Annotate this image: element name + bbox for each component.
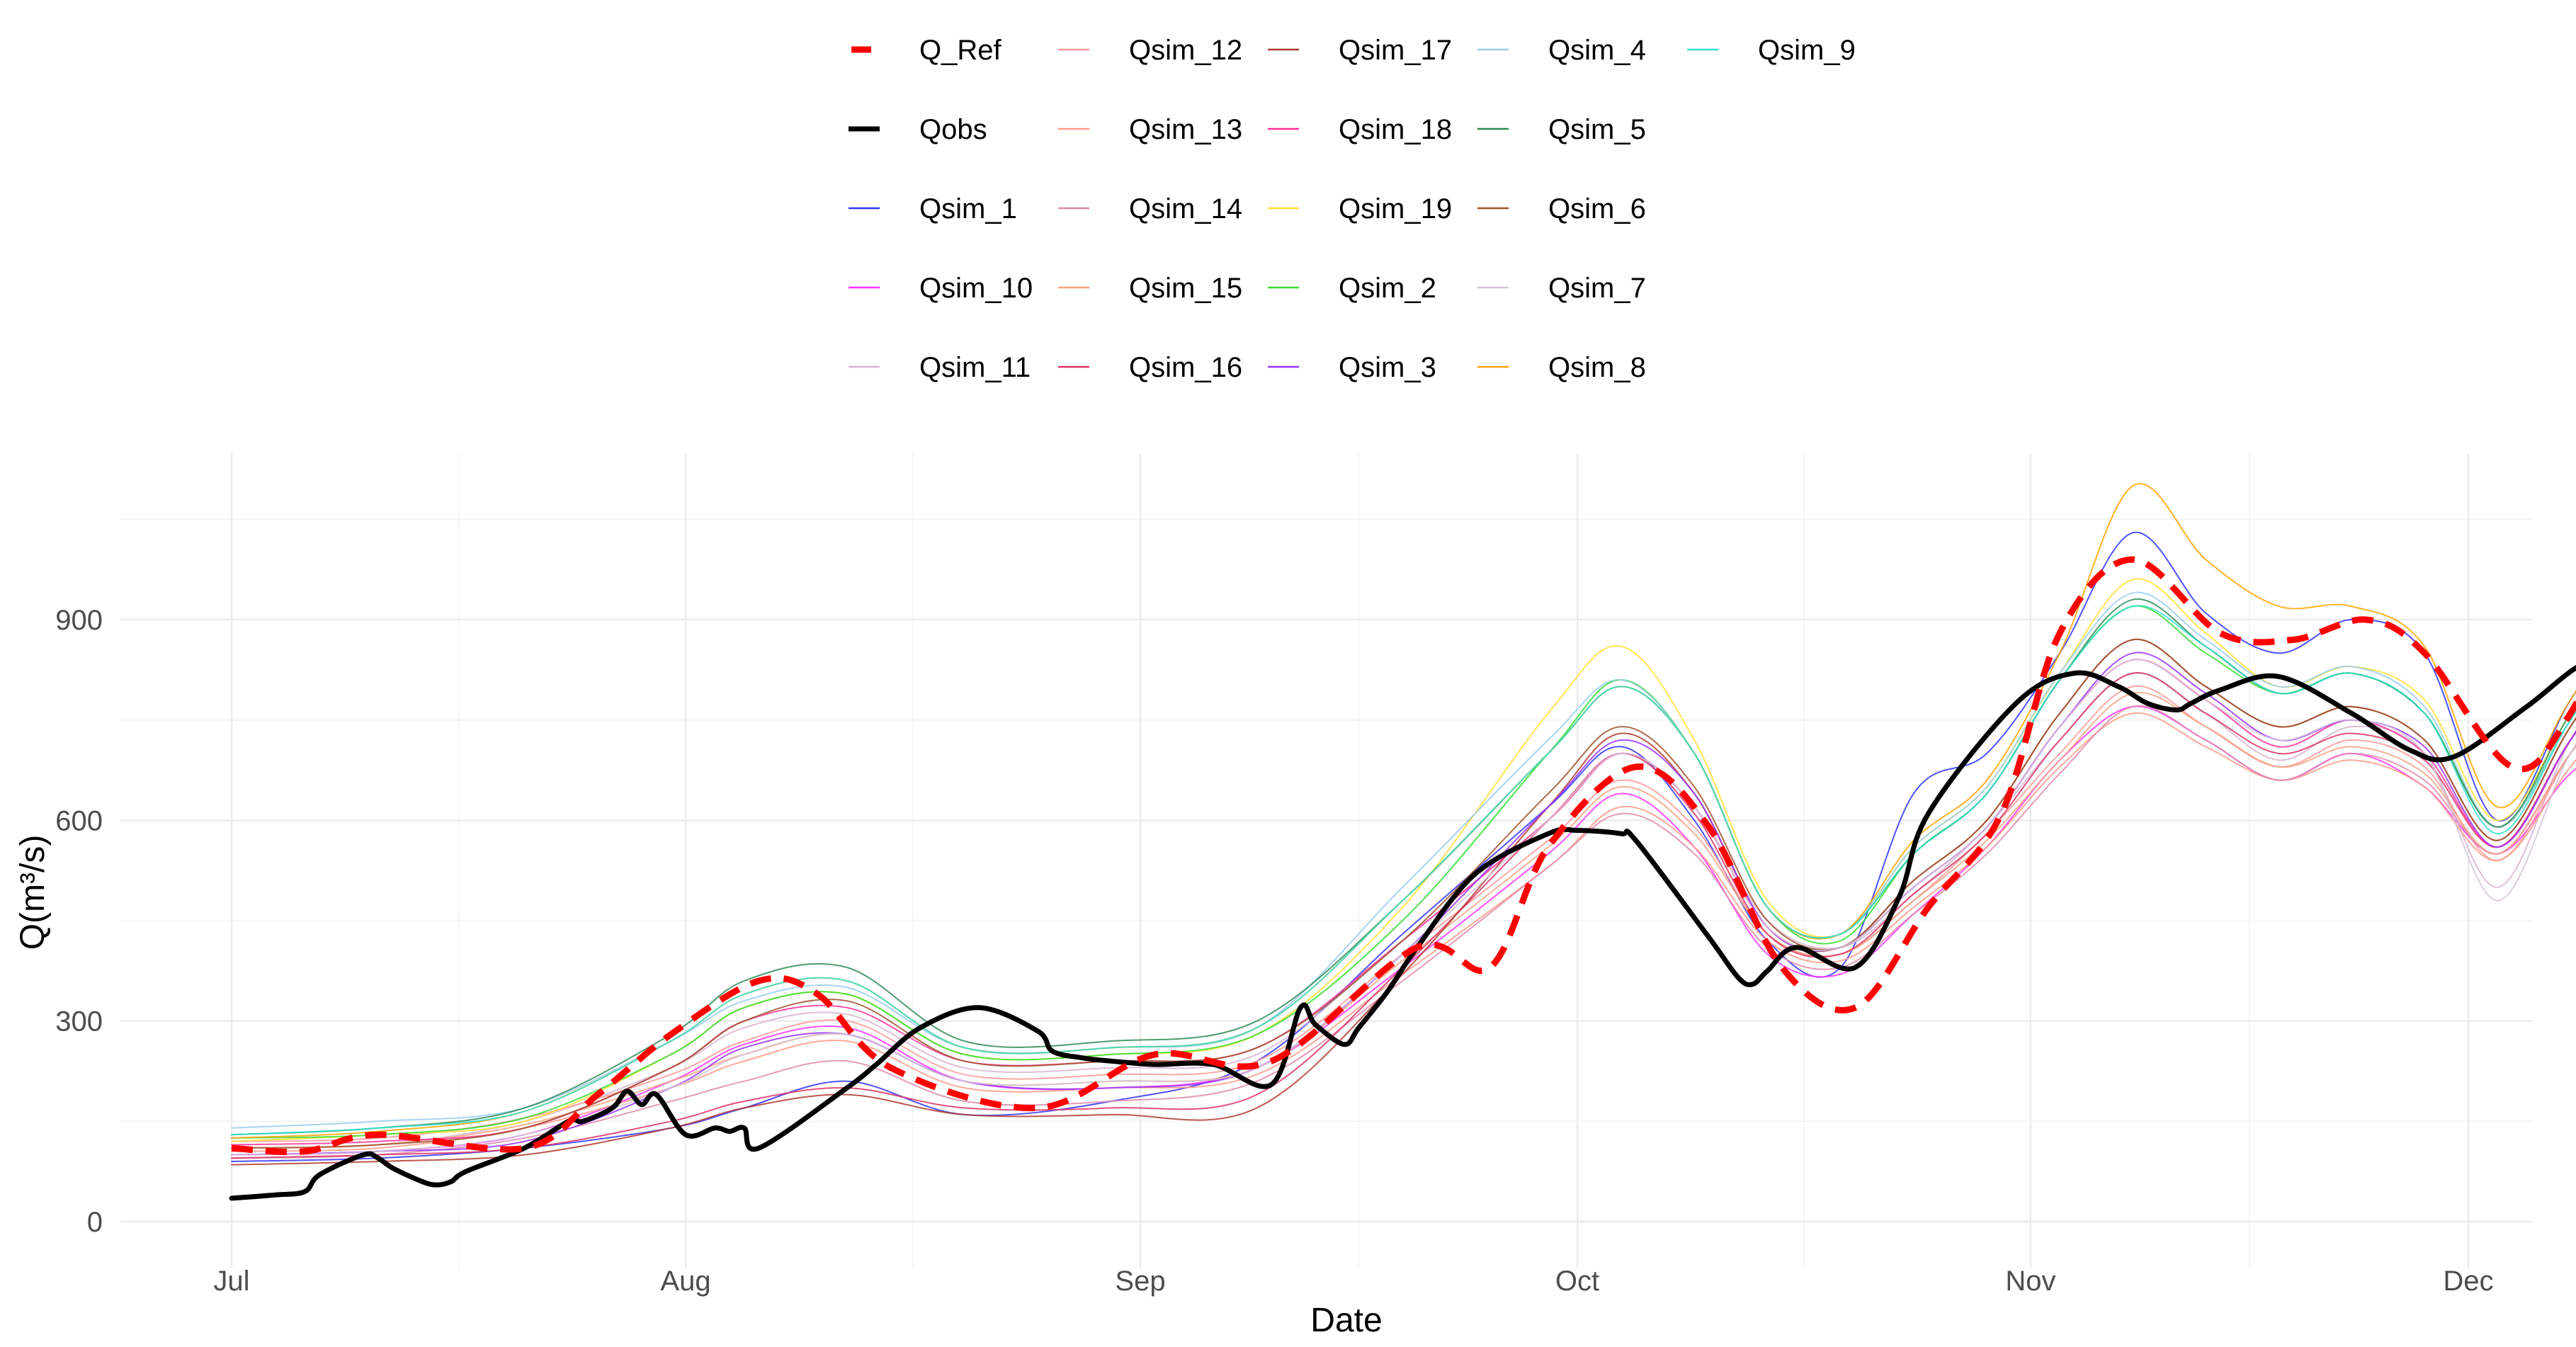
legend-label: Qsim_15 bbox=[1129, 273, 1242, 304]
legend-label: Qsim_16 bbox=[1129, 352, 1242, 383]
legend-label: Qsim_19 bbox=[1339, 193, 1452, 224]
legend-item-qsim-13: Qsim_13 bbox=[1058, 114, 1242, 145]
legend-label: Qsim_6 bbox=[1548, 193, 1646, 224]
legend-item-qsim-8: Qsim_8 bbox=[1477, 352, 1646, 383]
legend-label: Qsim_8 bbox=[1548, 352, 1646, 383]
legend-item-q-ref: Q_Ref bbox=[851, 35, 1002, 66]
legend-label: Qsim_10 bbox=[919, 273, 1033, 304]
legend-label: Qobs bbox=[919, 114, 987, 145]
series-line-qsim-6 bbox=[231, 638, 2576, 1149]
x-tick-label: Dec bbox=[2443, 1266, 2493, 1297]
legend-item-qsim-10: Qsim_10 bbox=[849, 273, 1033, 304]
x-tick-label: Nov bbox=[2005, 1266, 2055, 1297]
series-line-qsim-16 bbox=[231, 672, 2576, 1159]
legend-label: Q_Ref bbox=[919, 35, 1002, 66]
legend-item-qsim-11: Qsim_11 bbox=[849, 352, 1031, 383]
x-tick-label: Sep bbox=[1115, 1266, 1165, 1297]
x-tick-label: Aug bbox=[660, 1266, 710, 1297]
legend-label: Qsim_18 bbox=[1339, 114, 1452, 145]
legend-item-qsim-14: Qsim_14 bbox=[1058, 193, 1242, 224]
y-tick-label: 300 bbox=[55, 1006, 103, 1038]
legend-item-qobs: Qobs bbox=[849, 114, 987, 145]
legend-label: Qsim_17 bbox=[1339, 35, 1452, 66]
y-tick-label: 0 bbox=[87, 1207, 103, 1238]
legend-item-qsim-19: Qsim_19 bbox=[1268, 193, 1452, 224]
legend-label: Qsim_9 bbox=[1758, 35, 1856, 66]
legend-item-qsim-4: Qsim_4 bbox=[1477, 35, 1646, 66]
legend-item-qsim-16: Qsim_16 bbox=[1058, 352, 1242, 383]
legend-label: Qsim_4 bbox=[1548, 35, 1646, 66]
legend-item-qsim-5: Qsim_5 bbox=[1477, 114, 1646, 145]
series-line-qsim-7 bbox=[231, 659, 2576, 1156]
legend-label: Qsim_7 bbox=[1548, 273, 1646, 304]
x-tick-label: Jul bbox=[213, 1266, 249, 1297]
y-tick-label: 600 bbox=[55, 805, 103, 836]
series-line-q-ref bbox=[231, 556, 2576, 1156]
legend-item-qsim-17: Qsim_17 bbox=[1268, 35, 1452, 66]
series-layer bbox=[229, 483, 2576, 1201]
series-line-qobs bbox=[229, 664, 2576, 1201]
legend-item-qsim-1: Qsim_1 bbox=[849, 193, 1017, 224]
series-line-qsim-1 bbox=[231, 531, 2576, 1162]
x-axis-title: Date bbox=[1310, 1302, 1382, 1339]
legend-item-qsim-15: Qsim_15 bbox=[1058, 273, 1242, 304]
series-line-qsim-17 bbox=[231, 638, 2576, 1166]
legend-item-qsim-7: Qsim_7 bbox=[1477, 273, 1646, 304]
series-line-qsim-11 bbox=[231, 672, 2576, 1149]
legend-item-qsim-12: Qsim_12 bbox=[1058, 35, 1242, 66]
legend-label: Qsim_12 bbox=[1129, 35, 1242, 66]
legend-label: Qsim_11 bbox=[919, 352, 1031, 383]
legend-label: Qsim_5 bbox=[1548, 114, 1646, 145]
legend-item-qsim-9: Qsim_9 bbox=[1687, 35, 1856, 66]
y-tick-label: 900 bbox=[55, 605, 103, 636]
series-line-qsim-14 bbox=[231, 705, 2576, 1159]
legend: Q_Ref Qobs Qsim_1 Qsim_10 Qsim_11 Qsim_12 Qsim… bbox=[849, 35, 1856, 383]
tick-labels: Jul Aug Sep Oct Nov Dec 0 300 600 900 bbox=[55, 605, 2493, 1297]
legend-label: Qsim_2 bbox=[1339, 273, 1436, 304]
x-tick-label: Oct bbox=[1555, 1266, 1599, 1297]
series-line-qsim-10 bbox=[231, 705, 2576, 1156]
legend-label: Qsim_3 bbox=[1339, 352, 1436, 383]
y-axis-title: Q(m³/s) bbox=[14, 835, 52, 950]
series-line-qsim-13 bbox=[231, 712, 2576, 1152]
legend-label: Qsim_14 bbox=[1129, 193, 1242, 224]
legend-item-qsim-2: Qsim_2 bbox=[1268, 273, 1436, 304]
legend-label: Qsim_1 bbox=[919, 193, 1017, 224]
legend-label: Qsim_13 bbox=[1129, 114, 1242, 145]
legend-item-qsim-3: Qsim_3 bbox=[1268, 352, 1436, 383]
legend-item-qsim-6: Qsim_6 bbox=[1477, 193, 1646, 224]
legend-item-qsim-18: Qsim_18 bbox=[1268, 114, 1452, 145]
series-line-qsim-19 bbox=[231, 578, 2576, 1142]
